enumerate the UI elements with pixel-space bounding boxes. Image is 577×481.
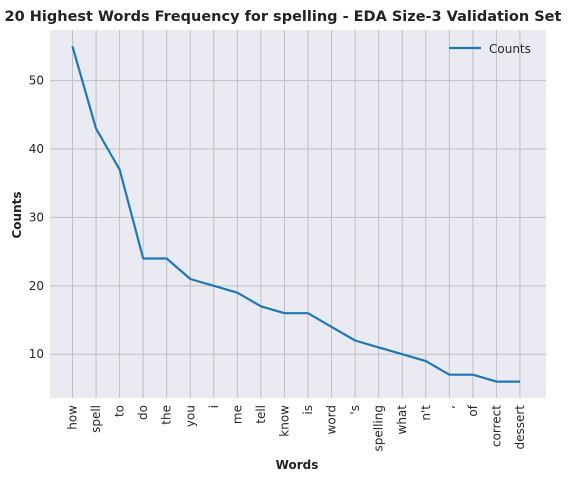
x-tick-label: of	[466, 404, 480, 416]
x-tick-label: know	[277, 405, 291, 437]
x-tick-label: correct	[489, 405, 503, 447]
x-tick-label: ,	[442, 405, 456, 409]
plot-area	[50, 30, 546, 398]
y-tick-label: 30	[29, 210, 44, 224]
x-tick-label: tell	[254, 405, 268, 424]
y-tick-label: 10	[29, 347, 44, 361]
x-tick-label: spelling	[372, 405, 386, 451]
x-tick-label: you	[183, 405, 197, 427]
y-axis-ticks: 10 20 30 40 50	[29, 74, 44, 362]
x-axis-label: Words	[276, 458, 319, 472]
legend: Counts	[449, 42, 531, 56]
x-tick-label: to	[113, 405, 127, 417]
y-tick-label: 20	[29, 279, 44, 293]
x-tick-label: is	[301, 405, 315, 415]
x-axis-ticks: how spell to do the you i me tell know is word 's spe…	[66, 404, 527, 451]
y-tick-label: 40	[29, 142, 44, 156]
x-tick-label: n't	[419, 405, 433, 421]
x-tick-label: spell	[89, 405, 103, 433]
x-tick-label: i	[207, 405, 221, 408]
legend-label: Counts	[489, 42, 531, 56]
x-tick-label: the	[160, 405, 174, 425]
y-tick-label: 50	[29, 74, 44, 88]
x-tick-label: how	[66, 405, 80, 430]
chart-title: 20 Highest Words Frequency for spelling …	[5, 9, 562, 25]
x-tick-label: word	[325, 405, 339, 435]
x-tick-label: do	[136, 405, 150, 420]
grid	[50, 30, 546, 398]
x-tick-label: what	[395, 405, 409, 435]
y-axis-label: Counts	[10, 191, 24, 238]
x-tick-label: me	[230, 405, 244, 424]
series-line-counts	[71, 46, 520, 383]
x-tick-label: 's	[348, 405, 362, 415]
x-tick-label: dessert	[513, 405, 527, 450]
